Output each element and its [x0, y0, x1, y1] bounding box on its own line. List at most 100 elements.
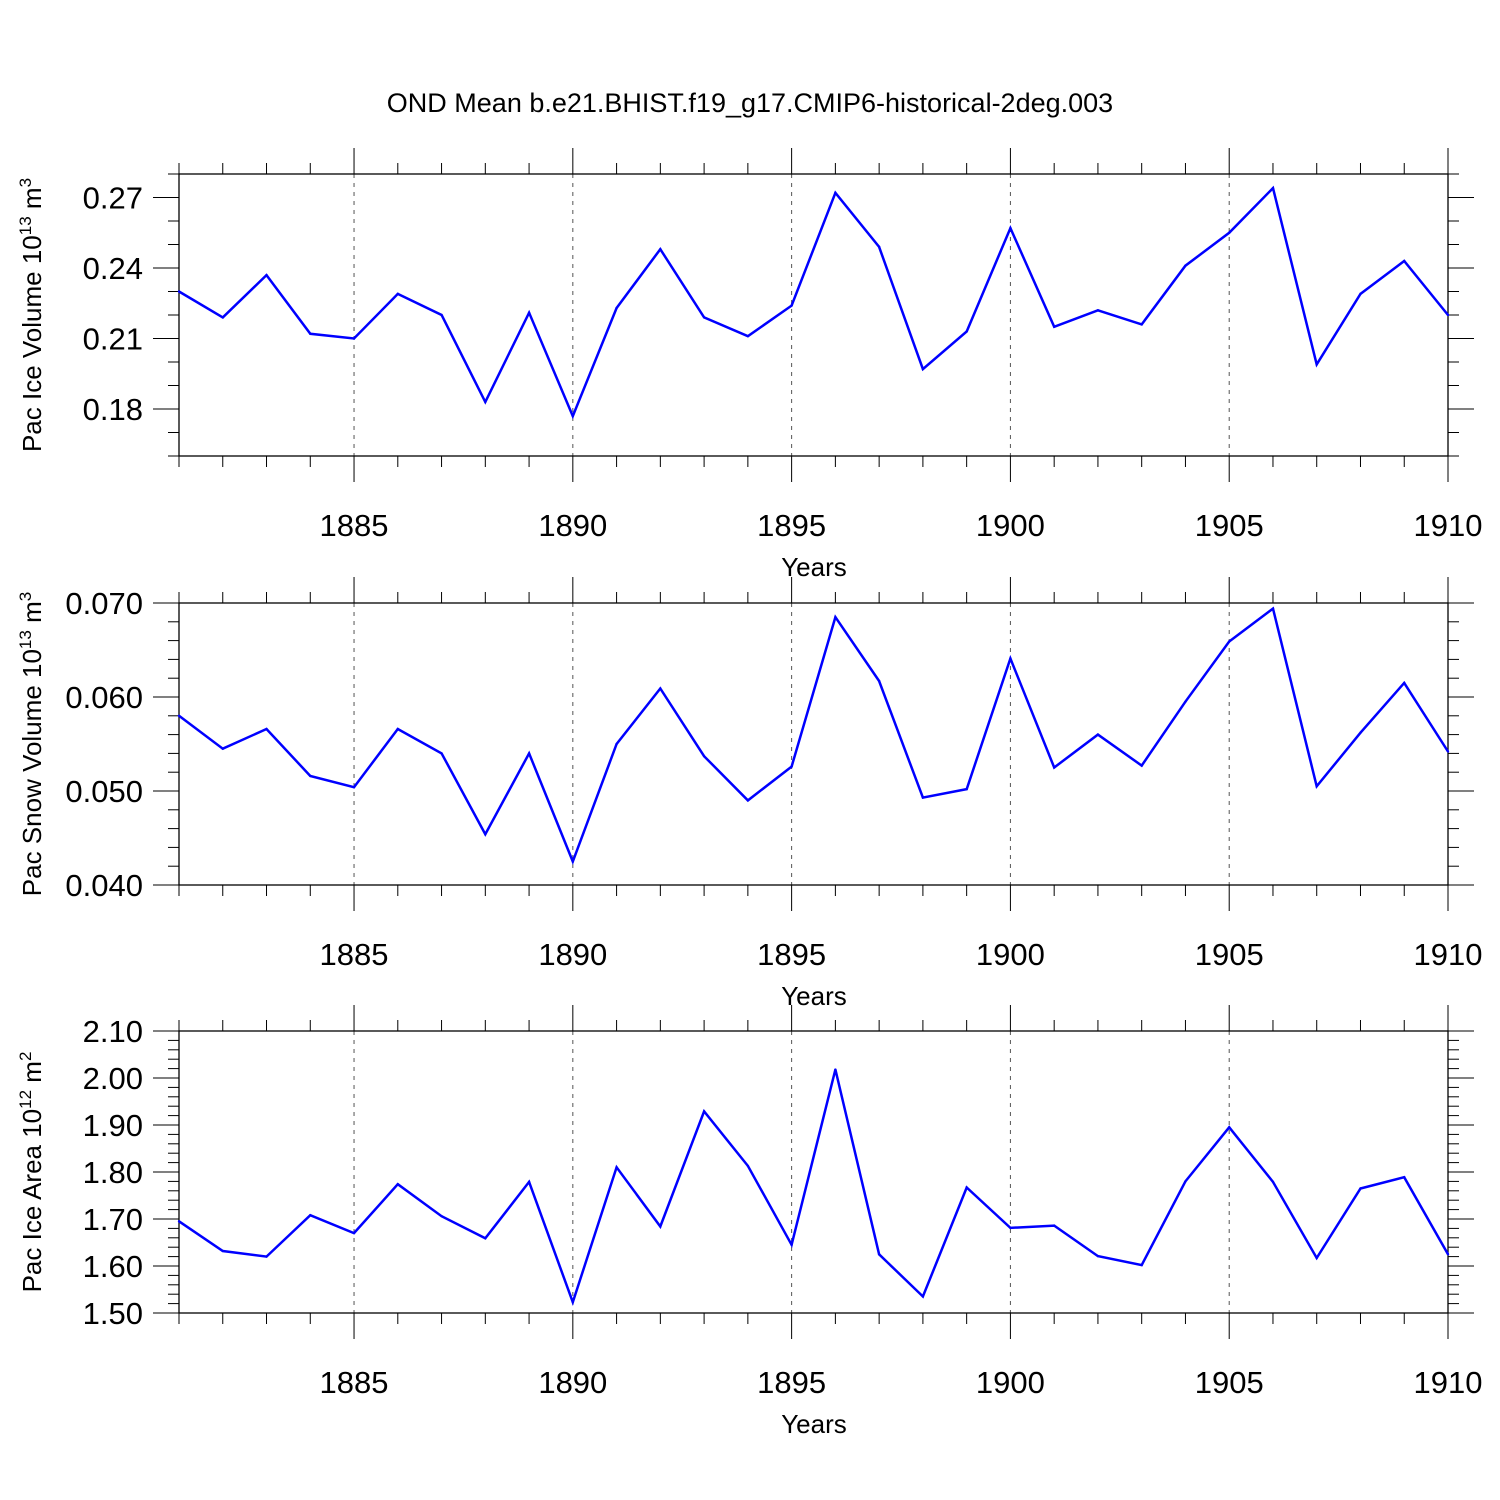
y-tick-label: 1.70 [83, 1202, 143, 1237]
data-point [746, 334, 750, 338]
data-point [877, 679, 881, 683]
data-point [1403, 1175, 1406, 1179]
x-tick-label: 1885 [320, 508, 389, 543]
data-point [1009, 1226, 1012, 1230]
data-point [1271, 186, 1275, 190]
data-point [265, 727, 268, 731]
y-axis-label: Pac Ice Area 1012 m2 [16, 1052, 47, 1293]
data-point [440, 313, 443, 317]
x-tick-label: 1890 [538, 937, 607, 972]
data-point [1052, 766, 1056, 769]
data-point [877, 245, 881, 249]
data-point [177, 290, 181, 293]
x-tick-label: 1910 [1414, 508, 1483, 543]
data-point [265, 1255, 268, 1258]
data-point [1359, 731, 1362, 734]
y-tick-label: 0.060 [65, 680, 143, 715]
data-point [1228, 1126, 1231, 1129]
data-point [440, 1214, 443, 1218]
data-point [1446, 750, 1450, 753]
y-tick-label: 0.24 [83, 251, 143, 286]
series-line [178, 185, 1449, 420]
data-point [177, 714, 181, 717]
y-axis-label-exponent: 13 [16, 630, 35, 649]
x-tick-label: 1895 [757, 1365, 826, 1400]
series-line [178, 606, 1450, 865]
y-axis-label-unit: m [17, 1061, 47, 1090]
data-point [921, 1295, 925, 1298]
y-axis-label-text: Pac Snow Volume 10 [17, 649, 47, 896]
data-point [396, 727, 399, 731]
data-point [309, 1214, 312, 1217]
data-point [309, 332, 312, 335]
data-point [440, 752, 443, 755]
data-point [1184, 1180, 1187, 1183]
x-tick-label: 1890 [538, 508, 607, 543]
data-point [1271, 1180, 1275, 1184]
y-axis-label-unit-exponent: 2 [16, 1052, 35, 1061]
data-point [834, 191, 837, 194]
x-tick-label: 1900 [976, 1365, 1045, 1400]
data-point [352, 337, 356, 340]
data-point [615, 1166, 618, 1169]
data-point [1228, 231, 1231, 234]
data-point [659, 1225, 662, 1228]
x-tick-label: 1910 [1414, 937, 1483, 972]
data-point [1228, 640, 1231, 643]
x-tick-label: 1900 [976, 508, 1045, 543]
panel-ice-area: 1.50 1.60 1.70 1.80 1.90 2.00 2.10 1885 1890 1895… [16, 1005, 1482, 1439]
data-point [1271, 607, 1275, 610]
y-tick-label: 0.18 [83, 392, 143, 427]
data-point [790, 1243, 793, 1247]
data-point [1009, 226, 1012, 230]
data-point [1184, 264, 1187, 267]
data-point [615, 306, 618, 310]
y-axis-label-unit-exponent: 3 [16, 178, 35, 187]
data-point [1315, 1256, 1318, 1260]
y-axis-label-text: Pac Ice Area 10 [17, 1109, 47, 1293]
data-point [921, 796, 925, 799]
y-axis-label-unit-exponent: 3 [16, 592, 35, 601]
data-point [877, 1253, 881, 1256]
data-point [1184, 700, 1187, 703]
y-axis-label-unit: m [17, 601, 47, 630]
y-tick-label: 1.50 [83, 1296, 143, 1331]
data-point [527, 311, 531, 314]
data-point [484, 833, 487, 836]
x-tick-label: 1900 [976, 937, 1045, 972]
data-point [702, 1110, 706, 1113]
data-point [352, 786, 356, 789]
data-point [221, 316, 224, 319]
data-point [965, 330, 968, 333]
data-point [1140, 1263, 1143, 1267]
data-point [1403, 681, 1406, 685]
data-point [1096, 1254, 1100, 1258]
y-tick-label: 0.27 [83, 181, 143, 216]
data-point [265, 273, 268, 277]
x-tick-label: 1905 [1195, 1365, 1264, 1400]
x-axis-label: Years [781, 552, 847, 582]
y-tick-label: 1.60 [83, 1249, 143, 1284]
data-point [527, 752, 531, 755]
y-tick-label: 0.050 [65, 774, 143, 809]
data-point [221, 1249, 224, 1253]
y-axis-label: Pac Snow Volume 1013 m3 [16, 592, 47, 896]
chart-title: OND Mean b.e21.BHIST.f19_g17.CMIP6-histo… [387, 88, 1113, 118]
plot-frame [178, 1030, 1449, 1314]
data-point [484, 400, 487, 404]
y-axis-label-exponent: 13 [16, 216, 35, 235]
data-point [834, 1068, 837, 1071]
data-point [1315, 785, 1318, 788]
y-axis-label: Pac Ice Volume 1013 m3 [16, 178, 47, 452]
data-point [1096, 309, 1100, 312]
data-point [965, 787, 968, 791]
data-point [1359, 292, 1362, 296]
x-tick-label: 1905 [1195, 508, 1264, 543]
data-point [1446, 313, 1450, 317]
data-point [571, 1300, 575, 1304]
data-point [352, 1231, 356, 1235]
x-tick-label: 1895 [757, 937, 826, 972]
y-axis-label-text: Pac Ice Volume 10 [17, 235, 47, 452]
x-tick-label: 1890 [538, 1365, 607, 1400]
